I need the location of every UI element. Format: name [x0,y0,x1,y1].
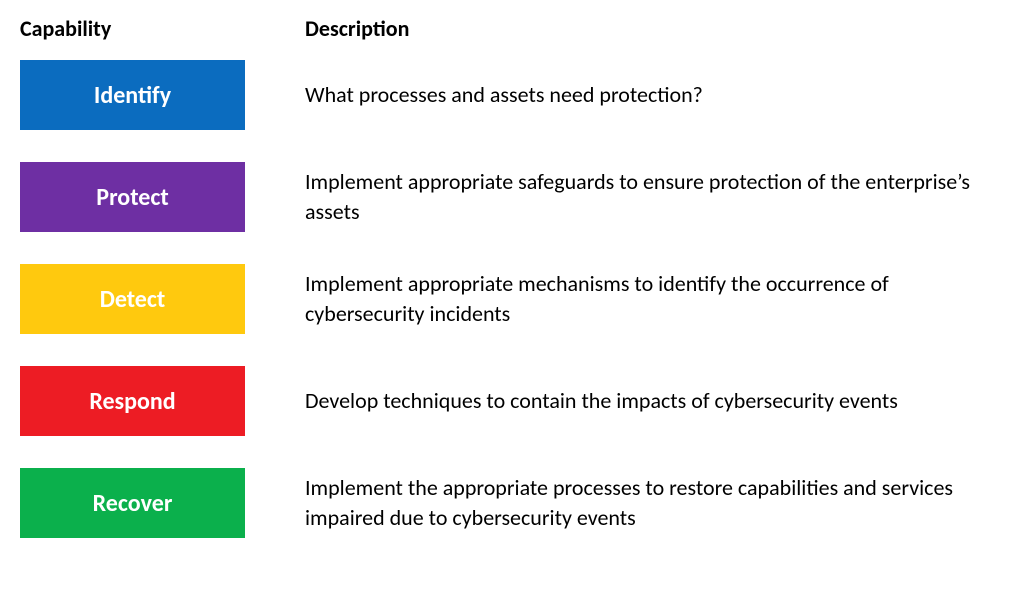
capability-table: Capability Description Identify What pro… [20,15,994,538]
description-detect: Implement appropriate mechanisms to iden… [245,269,994,328]
row-protect: Protect Implement appropriate safeguards… [20,162,994,232]
row-recover: Recover Implement the appropriate proces… [20,468,994,538]
description-recover: Implement the appropriate processes to r… [245,473,994,532]
description-identify: What processes and assets need protectio… [245,80,994,110]
description-respond: Develop techniques to contain the impact… [245,386,994,416]
capability-recover: Recover [20,468,245,538]
description-protect: Implement appropriate safeguards to ensu… [245,167,994,226]
capability-protect: Protect [20,162,245,232]
row-detect: Detect Implement appropriate mechanisms … [20,264,994,334]
header-row: Capability Description [20,15,994,42]
header-capability: Capability [20,15,300,42]
row-identify: Identify What processes and assets need … [20,60,994,130]
capability-identify: Identify [20,60,245,130]
capability-detect: Detect [20,264,245,334]
header-description: Description [300,15,994,42]
row-respond: Respond Develop techniques to contain th… [20,366,994,436]
capability-respond: Respond [20,366,245,436]
